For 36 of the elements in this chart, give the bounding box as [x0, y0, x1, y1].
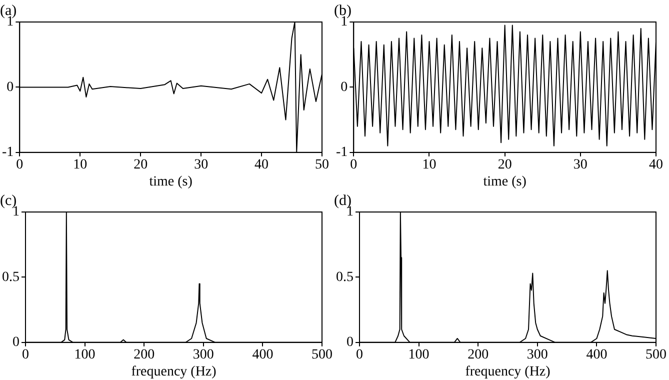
- y-tick-label: 0: [346, 335, 354, 350]
- x-tick-label: 500: [646, 347, 666, 362]
- x-tick-label: 500: [312, 347, 332, 362]
- chart-title: (a): [0, 2, 17, 19]
- x-tick-label: 50: [315, 157, 329, 172]
- x-tick-label: 20: [134, 157, 148, 172]
- x-tick-label: 30: [573, 157, 588, 172]
- x-axis-title: frequency (Hz): [131, 364, 217, 380]
- y-tick-label: 0.5: [336, 270, 354, 285]
- x-tick-label: 100: [74, 347, 96, 362]
- x-tick-label: 300: [192, 347, 214, 362]
- x-tick-label: 100: [408, 347, 430, 362]
- y-tick-label: -1: [336, 145, 348, 160]
- x-tick-label: 10: [422, 157, 436, 172]
- chart-title: (b): [334, 2, 352, 19]
- y-tick-label: 0: [12, 335, 20, 350]
- x-tick-label: 30: [194, 157, 208, 172]
- x-tick-label: 0: [356, 347, 363, 362]
- x-tick-label: 0: [22, 347, 29, 362]
- x-axis-title: time (s): [149, 174, 193, 190]
- x-tick-label: 400: [252, 347, 274, 362]
- x-tick-label: 10: [73, 157, 88, 172]
- y-tick-label: 0: [340, 80, 348, 95]
- y-tick-label: 0: [6, 80, 14, 95]
- y-tick-label: -1: [2, 145, 14, 160]
- x-axis-title: time (s): [483, 174, 527, 190]
- x-axis-title: frequency (Hz): [465, 364, 551, 380]
- x-tick-label: 300: [526, 347, 548, 362]
- chart-title: (c): [0, 192, 17, 209]
- x-tick-label: 40: [254, 157, 269, 172]
- x-tick-label: 200: [134, 347, 155, 362]
- y-tick-label: 0.5: [2, 270, 20, 285]
- x-tick-label: 20: [498, 157, 512, 172]
- x-tick-label: 200: [468, 347, 489, 362]
- x-tick-label: 40: [649, 157, 663, 172]
- x-tick-label: 400: [586, 347, 608, 362]
